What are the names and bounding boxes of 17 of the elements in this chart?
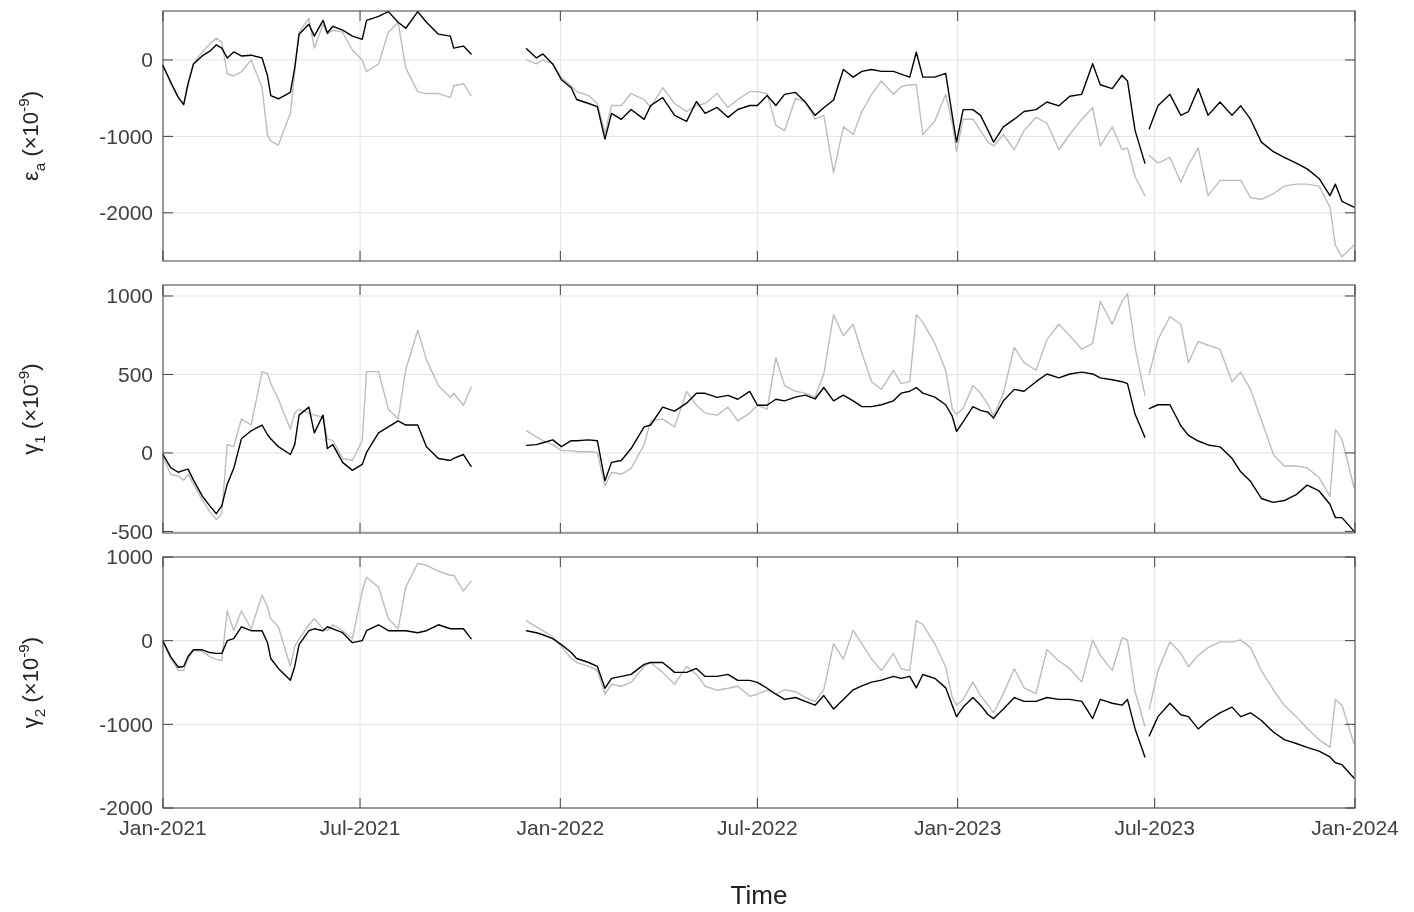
y-tick-label: 1000 bbox=[106, 545, 153, 569]
y-tick-label: 0 bbox=[141, 48, 153, 72]
y-tick-label: 0 bbox=[141, 441, 153, 465]
y-tick-label: -2000 bbox=[99, 201, 153, 225]
x-tick-label: Jul-2021 bbox=[319, 816, 401, 839]
x-tick-label: Jul-2023 bbox=[1114, 816, 1195, 839]
x-axis-title: Time bbox=[730, 880, 788, 910]
y-tick-label: -1000 bbox=[99, 124, 153, 148]
y-tick-label: -1000 bbox=[99, 712, 153, 736]
x-tick-label: Jul-2022 bbox=[717, 816, 798, 839]
y-tick-label: 0 bbox=[141, 629, 153, 653]
x-tick-label: Jan-2024 bbox=[1311, 816, 1400, 839]
x-tick-label: Jan-2023 bbox=[913, 816, 1002, 839]
x-tick-label: Jan-2022 bbox=[516, 816, 605, 839]
y-tick-label: 500 bbox=[117, 362, 153, 386]
y-tick-label: 1000 bbox=[106, 284, 153, 308]
y-tick-label: -500 bbox=[110, 519, 153, 543]
